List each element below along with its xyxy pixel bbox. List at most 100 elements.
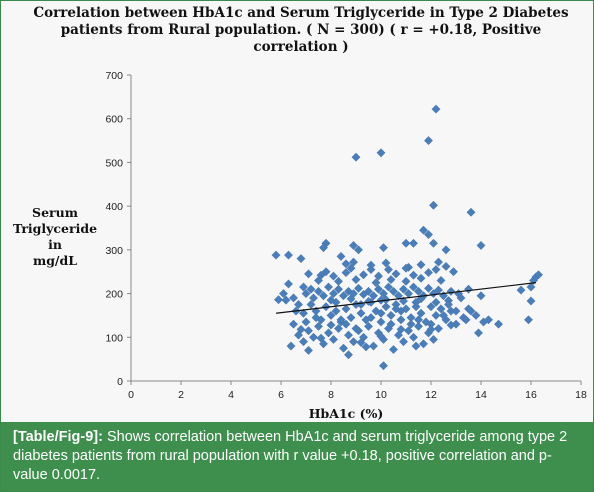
data-point — [359, 270, 368, 280]
data-point — [389, 345, 398, 355]
data-point — [384, 265, 393, 275]
chart-title-line-1: Correlation between HbA1c and Serum Trig… — [33, 5, 569, 21]
data-point — [534, 270, 543, 280]
data-point — [386, 319, 396, 329]
data-point — [416, 308, 426, 318]
data-point — [441, 245, 451, 255]
data-point — [361, 342, 371, 352]
data-point — [394, 291, 403, 301]
data-point — [301, 289, 311, 299]
x-tick-label: 12 — [425, 389, 437, 401]
data-point — [401, 238, 411, 248]
data-point — [399, 337, 408, 347]
data-point — [304, 345, 313, 355]
data-point — [319, 243, 328, 253]
data-point — [304, 269, 313, 279]
data-point — [516, 285, 526, 295]
data-point — [414, 315, 423, 325]
data-point — [336, 315, 346, 325]
caption-text: Shows correlation between HbA1c and seru… — [13, 429, 568, 483]
data-point — [364, 321, 373, 331]
data-point — [281, 295, 291, 305]
data-point — [374, 284, 383, 294]
data-point — [314, 321, 323, 331]
data-point — [461, 315, 471, 325]
y-tick-label: 600 — [105, 114, 123, 126]
chart-title-line-2: patients from Rural population. ( N = 30… — [60, 22, 542, 38]
data-point — [349, 337, 358, 347]
data-point — [306, 284, 316, 294]
data-point — [339, 343, 348, 353]
y-tick-label: 700 — [105, 70, 123, 82]
data-point — [329, 334, 338, 344]
data-point — [526, 296, 536, 306]
data-point — [476, 291, 486, 301]
data-point — [351, 275, 361, 285]
y-tick-label: 300 — [105, 245, 123, 257]
data-point — [379, 243, 388, 253]
data-point — [416, 260, 426, 270]
data-point — [401, 276, 411, 286]
data-point — [379, 361, 388, 371]
x-tick-label: 10 — [375, 389, 387, 401]
data-point — [299, 337, 308, 347]
y-tick-label: 200 — [105, 289, 123, 301]
data-point — [409, 282, 418, 292]
data-point — [299, 282, 308, 292]
data-point — [424, 136, 433, 146]
data-point — [274, 295, 283, 305]
data-point — [351, 324, 361, 334]
data-point — [424, 268, 433, 278]
data-point — [426, 324, 436, 334]
data-point — [431, 297, 441, 307]
data-point — [376, 331, 386, 341]
data-point — [399, 284, 408, 294]
data-point — [419, 339, 428, 349]
data-point — [351, 152, 361, 162]
x-tick-label: 8 — [328, 389, 334, 401]
data-point — [339, 291, 348, 301]
data-point — [336, 251, 346, 261]
data-point — [431, 265, 441, 275]
data-point — [316, 333, 326, 343]
x-axis-label: HbA1c (%) — [308, 406, 384, 421]
data-point — [376, 148, 386, 158]
data-point — [321, 267, 331, 277]
x-tick-label: 4 — [228, 389, 234, 401]
x-tick-label: 2 — [178, 389, 184, 401]
data-point — [334, 324, 343, 334]
data-point — [376, 295, 386, 305]
data-point — [341, 319, 351, 329]
scatter-plot: 0 100 200 300 400 500 600 700 0 2 4 6 8 10 12 14 16 18 — [105, 70, 587, 401]
data-point — [391, 304, 401, 314]
data-point — [326, 320, 336, 330]
data-point — [446, 320, 456, 330]
y-tick-label: 100 — [105, 332, 123, 344]
data-point — [429, 334, 438, 344]
data-point — [396, 324, 406, 334]
data-point — [289, 319, 298, 329]
data-point — [409, 332, 418, 342]
caption-label: [Table/Fig-9]: — [13, 429, 103, 445]
data-point — [346, 294, 356, 304]
data-point — [404, 326, 413, 336]
data-point — [386, 310, 396, 320]
data-point — [371, 278, 381, 288]
data-point — [296, 254, 306, 264]
y-axis-label-line-1: Serum — [32, 205, 78, 220]
data-point — [431, 104, 441, 114]
data-point — [321, 302, 331, 312]
data-point — [346, 313, 356, 323]
data-point — [346, 263, 356, 273]
figure-caption: [Table/Fig-9]: Shows correlation between… — [1, 422, 593, 491]
data-point — [431, 310, 441, 320]
data-point — [311, 313, 321, 323]
data-point — [419, 225, 428, 235]
data-point — [374, 271, 383, 281]
data-point — [356, 338, 366, 348]
data-point — [326, 295, 336, 305]
data-point — [414, 321, 423, 331]
data-point — [376, 317, 386, 327]
data-point — [524, 315, 533, 325]
